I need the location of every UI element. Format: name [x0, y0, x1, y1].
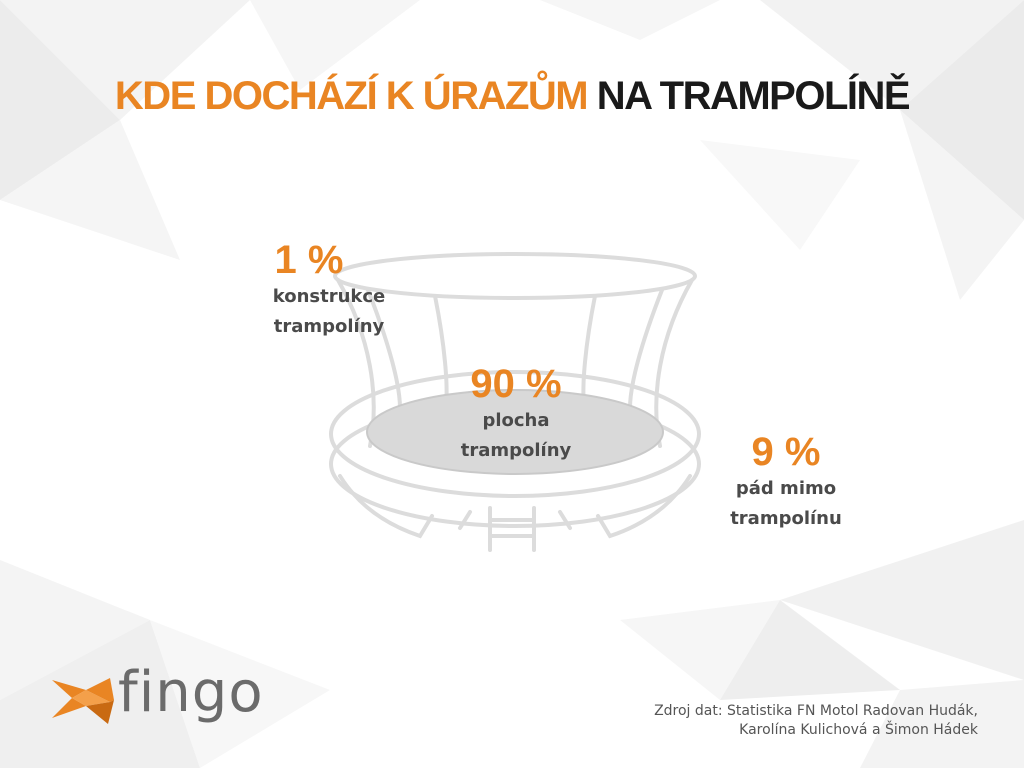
stat-frame: 1 % konstrukce trampolíny: [254, 238, 404, 342]
fish-logo-icon: [52, 678, 114, 724]
trampoline-illustration: [329, 252, 701, 552]
data-source: Zdroj dat: Statistika FN Motol Radovan H…: [654, 703, 978, 738]
logo-text: fingo: [118, 660, 264, 725]
title-accent: KDE DOCHÁZÍ K ÚRAZŮM: [114, 74, 589, 118]
stat-surface-percent: 90 %: [470, 362, 562, 406]
stat-surface: 90 % plocha trampolíny: [436, 362, 596, 466]
stat-outside-percent: 9 %: [751, 430, 821, 474]
stat-surface-label: plocha trampolíny: [460, 410, 572, 461]
stat-outside: 9 % pád mimo trampolínu: [706, 430, 866, 534]
page-title: KDE DOCHÁZÍ K ÚRAZŮM NA TRAMPOLÍNĚ: [0, 72, 1024, 120]
stat-frame-percent: 1 %: [274, 238, 344, 282]
stat-frame-label: konstrukce trampolíny: [272, 286, 386, 337]
stat-outside-label: pád mimo trampolínu: [730, 478, 842, 529]
title-rest: NA TRAMPOLÍNĚ: [596, 74, 911, 118]
